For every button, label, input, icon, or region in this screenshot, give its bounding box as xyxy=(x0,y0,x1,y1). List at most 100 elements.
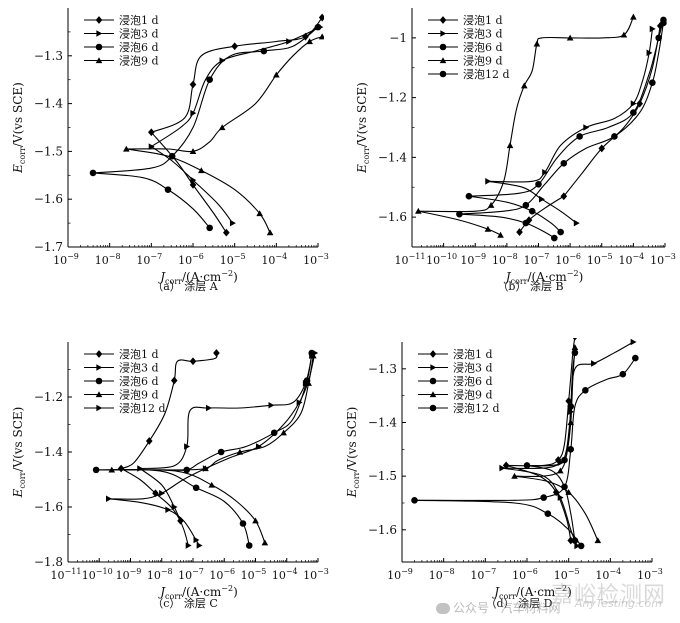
data-point xyxy=(502,461,510,470)
x-tick-label: 10−11 xyxy=(395,252,426,267)
data-point xyxy=(552,488,560,497)
data-point xyxy=(189,148,197,155)
data-point xyxy=(567,446,575,453)
series-line-cathodic xyxy=(111,469,266,544)
legend-entry: 浸泡3 d xyxy=(453,361,493,375)
legend-marker xyxy=(439,43,447,51)
series-line-anodic xyxy=(459,22,664,215)
y-tick-label: −1.7 xyxy=(34,240,63,254)
chart-panel-b: 10−11 10−10 10−9 10−8 10−7 10−6 10−5 10−4 10−3 −1… xyxy=(355,8,676,293)
data-point xyxy=(598,144,606,153)
legend-entry: 浸泡3 d xyxy=(119,361,159,375)
legend-entry: 浸泡3 d xyxy=(463,27,503,41)
series-line-anodic xyxy=(139,355,313,470)
data-point xyxy=(318,13,324,22)
series-5 xyxy=(456,19,667,242)
legend-entry: 浸泡6 d xyxy=(119,374,159,388)
x-tick-label: 10−6 xyxy=(555,252,581,267)
series-2 xyxy=(485,25,656,227)
data-point xyxy=(184,443,191,450)
y-tick-label: −1.4 xyxy=(378,150,408,164)
legend-marker xyxy=(439,70,447,78)
data-point xyxy=(542,169,549,176)
y-tick-label: −1.3 xyxy=(368,362,397,376)
data-point xyxy=(577,542,585,550)
x-tick-label: 10−7 xyxy=(524,252,550,267)
data-point xyxy=(415,207,422,214)
x-tick-label: 10−9 xyxy=(116,567,142,582)
data-point xyxy=(270,429,278,437)
panel-caption: （a） 涂层 A xyxy=(152,279,219,293)
y-tick-label: −1.6 xyxy=(34,192,63,206)
data-point xyxy=(314,23,322,31)
series-line-anodic xyxy=(150,26,321,148)
y-tick-label: −1.3 xyxy=(34,49,63,63)
series-line-anodic xyxy=(468,19,664,197)
legend-marker xyxy=(429,391,437,398)
legend-marker xyxy=(95,43,103,51)
data-point xyxy=(145,437,153,445)
legend-entry: 浸泡1 d xyxy=(119,347,159,361)
data-point xyxy=(565,397,572,405)
legend-entry: 浸泡6 d xyxy=(463,40,503,54)
data-point xyxy=(280,429,287,436)
y-axis-label: Ecorr/V(vs SCE) xyxy=(11,82,27,174)
data-point xyxy=(219,57,226,64)
data-point xyxy=(583,124,590,131)
data-point xyxy=(252,517,259,524)
data-point xyxy=(268,401,275,409)
x-tick-label: 10−3 xyxy=(650,252,676,267)
data-point xyxy=(217,448,225,456)
x-tick-label: 10−10 xyxy=(82,567,113,582)
data-point xyxy=(189,357,197,366)
series-line-cathodic xyxy=(414,499,582,547)
data-point xyxy=(487,201,495,208)
data-point xyxy=(108,466,116,473)
data-point xyxy=(620,31,628,38)
x-tick-label: 10−4 xyxy=(595,567,621,582)
data-point xyxy=(152,489,159,498)
data-point xyxy=(630,13,637,20)
legend-marker xyxy=(96,404,103,412)
data-point xyxy=(630,338,637,346)
data-point xyxy=(260,47,268,55)
watermark-account-text: 公众号 · 汽车材料网 xyxy=(453,601,561,615)
legend-entry: 浸泡1 d xyxy=(119,13,159,27)
legend-entry: 浸泡9 d xyxy=(119,54,159,68)
x-tick-label: 10−3 xyxy=(637,567,663,582)
data-point xyxy=(266,229,274,236)
series-3 xyxy=(465,16,667,236)
y-tick-label: −1.2 xyxy=(34,390,63,404)
data-point xyxy=(511,472,518,479)
data-point xyxy=(522,201,530,209)
legend-entry: 浸泡3 d xyxy=(119,27,159,41)
x-tick-label: 10−8 xyxy=(492,252,518,267)
data-point xyxy=(286,38,293,45)
data-point xyxy=(206,224,213,232)
series-line-anodic xyxy=(506,338,576,467)
data-point xyxy=(192,484,200,492)
series-4 xyxy=(415,13,637,238)
series-1 xyxy=(117,349,220,525)
panel-caption: （c） 涂层 C xyxy=(152,596,218,610)
watermark-main: 嘉峪检测网 xyxy=(550,583,666,608)
x-tick-label: 10−7 xyxy=(470,567,496,582)
x-tick-label: 10−9 xyxy=(460,252,486,267)
x-tick-label: 10−8 xyxy=(95,252,121,267)
data-point xyxy=(190,176,197,184)
series-1 xyxy=(502,338,578,545)
series-line-anodic xyxy=(563,25,661,197)
y-tick-label: −1.5 xyxy=(34,144,63,158)
x-tick-label: 10−11 xyxy=(51,567,82,582)
data-point xyxy=(245,542,253,549)
legend-entry: 浸泡12 d xyxy=(119,401,166,415)
data-point xyxy=(539,195,545,203)
x-tick-label: 10−3 xyxy=(303,567,329,582)
data-point xyxy=(171,503,178,511)
data-point xyxy=(318,33,324,40)
x-tick-label: 10−5 xyxy=(241,567,267,582)
watermark-account: 公众号 · 汽车材料网 xyxy=(436,599,560,616)
data-point xyxy=(256,210,263,217)
